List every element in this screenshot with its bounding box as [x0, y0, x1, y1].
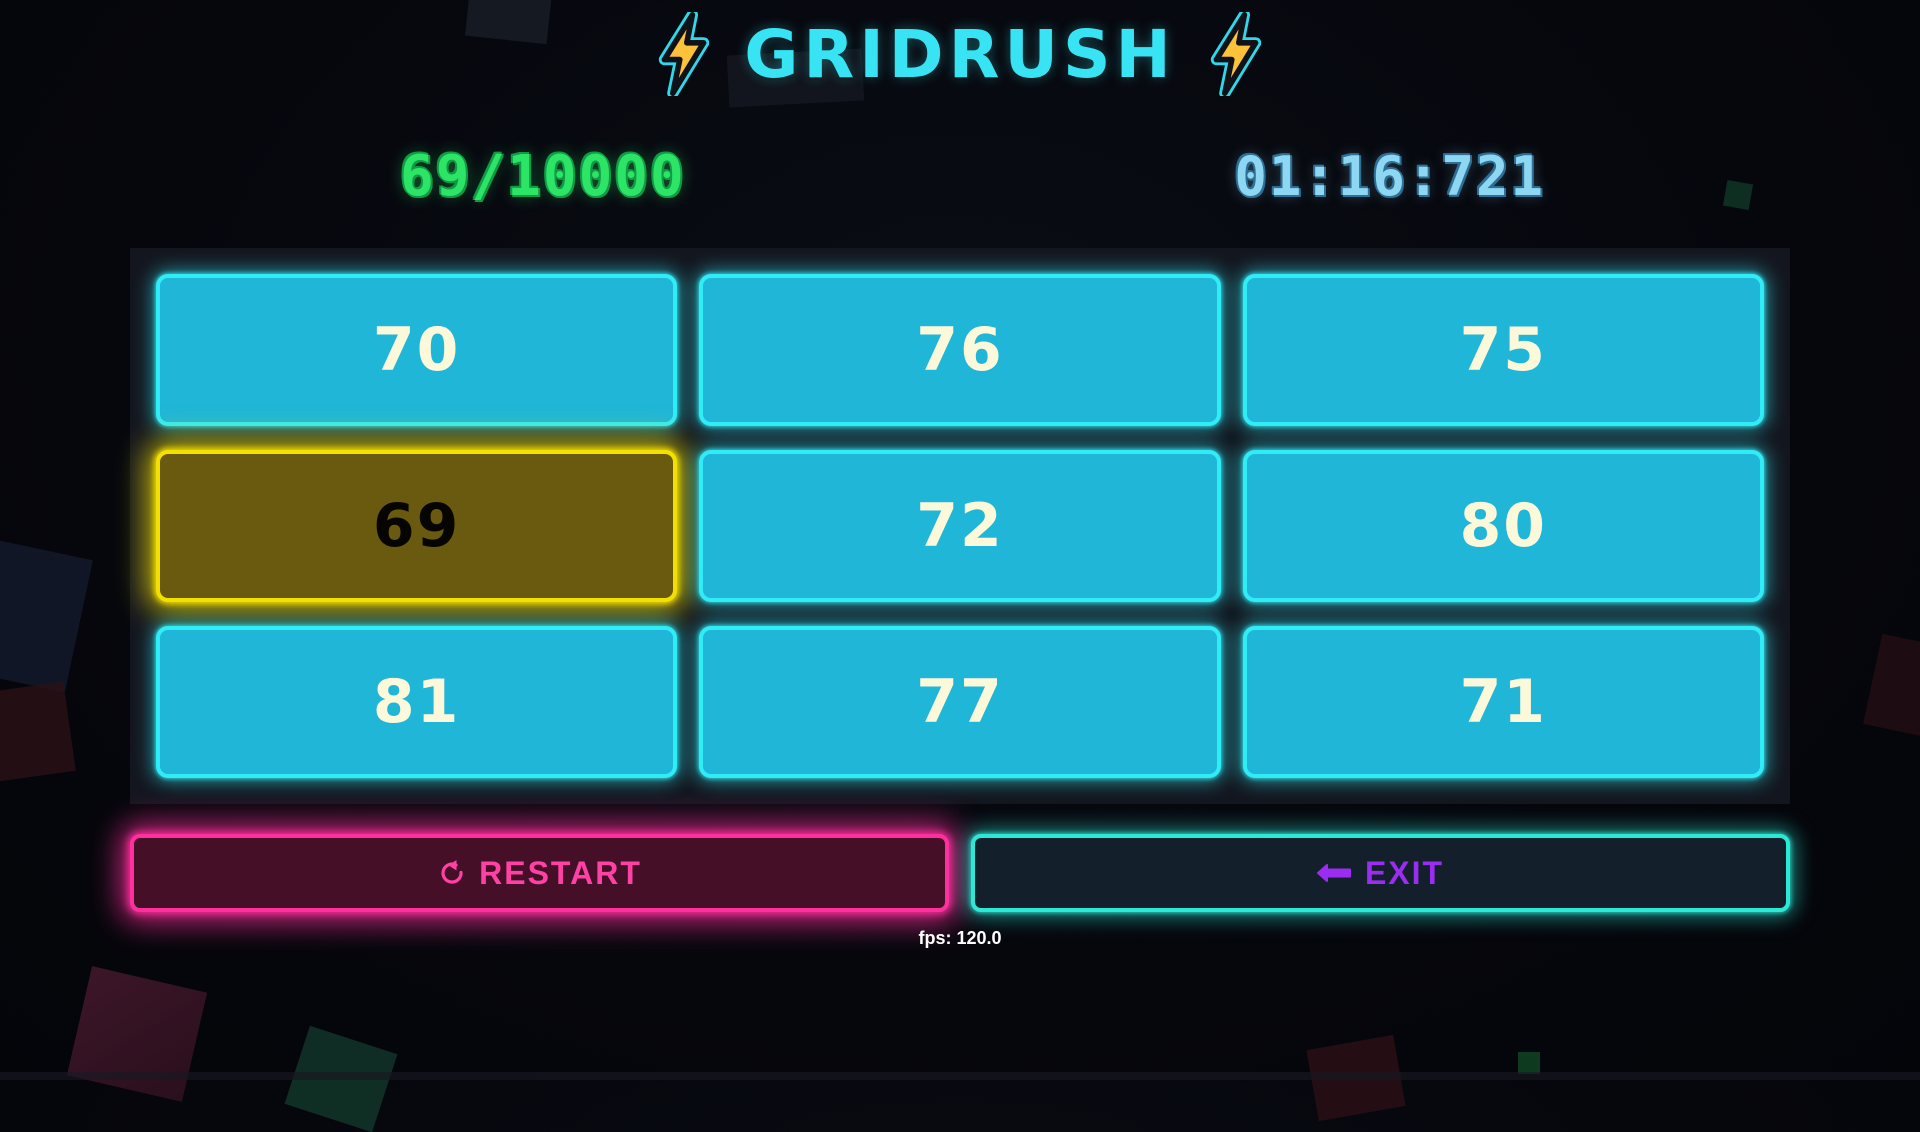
number-grid: 70 76 75 69 72 80 81 77 71	[130, 248, 1790, 804]
title-bar: GRIDRUSH	[0, 0, 1920, 96]
score-display: 69/10000	[400, 143, 686, 209]
restart-arrow-icon	[437, 859, 465, 887]
controls-bar: RESTART EXIT	[130, 834, 1790, 912]
grid-cell-72[interactable]: 72	[699, 450, 1221, 602]
page-title: GRIDRUSH	[744, 15, 1176, 93]
exit-label: EXIT	[1364, 854, 1445, 891]
grid-cell-70[interactable]: 70	[156, 274, 678, 426]
exit-button[interactable]: EXIT	[971, 834, 1790, 912]
grid-cell-71[interactable]: 71	[1242, 626, 1764, 778]
fps-counter: fps: 120.0	[918, 928, 1002, 948]
lightning-bolt-icon	[659, 12, 710, 96]
restart-button[interactable]: RESTART	[130, 834, 949, 912]
stats-bar: 69/10000 01:16:721	[0, 140, 1920, 212]
lightning-bolt-icon	[1210, 12, 1261, 96]
background-strip	[0, 1072, 1920, 1080]
grid-cell-81[interactable]: 81	[156, 626, 678, 778]
timer-display: 01:16:721	[1234, 144, 1545, 208]
background-square	[1518, 1052, 1540, 1074]
back-arrow-icon	[1316, 864, 1351, 882]
grid-cell-76[interactable]: 76	[699, 274, 1221, 426]
grid-cell-75[interactable]: 75	[1242, 274, 1764, 426]
background-square	[66, 966, 208, 1102]
grid-cell-80[interactable]: 80	[1242, 450, 1764, 602]
grid-cell-77[interactable]: 77	[699, 626, 1221, 778]
restart-label: RESTART	[479, 854, 642, 891]
grid-cell-69[interactable]: 69	[156, 450, 678, 602]
